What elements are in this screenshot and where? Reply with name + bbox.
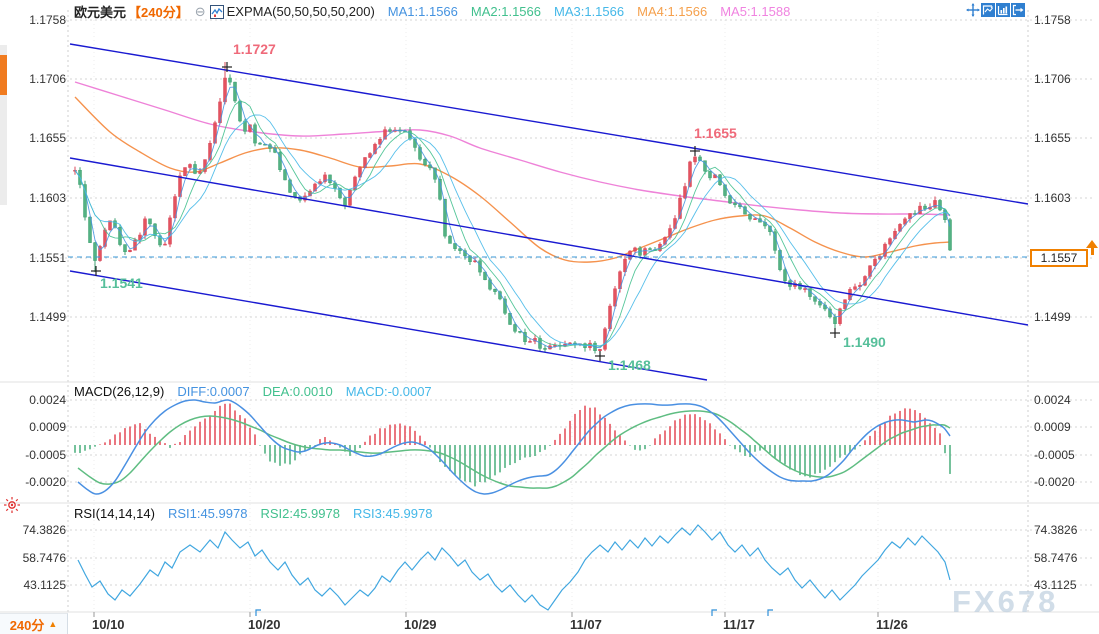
macd-tick-right-0: 0.0024 (1034, 393, 1071, 407)
hot-marker-icon[interactable] (3, 496, 21, 514)
ma3-label: MA3:1.1566 (554, 4, 625, 19)
macd-tick-right-2: -0.0005 (1034, 448, 1075, 462)
rsi-tick-right-0: 74.3826 (1034, 523, 1078, 537)
current-price-label: 1.1557 (1030, 249, 1088, 267)
price-tick-left-0: 1.1758 (29, 13, 66, 27)
price-tick-left-1: 1.1706 (29, 72, 66, 86)
chart-toolbar (966, 3, 1025, 17)
date-label-0: 10/10 (92, 617, 125, 632)
chart-header: 欧元美元 【240分】 ⊖ EXPMA(50,50,50,50,200) MA1… (74, 3, 791, 21)
date-label-2: 10/29 (404, 617, 437, 632)
price-tick-right-3: 1.1603 (1034, 191, 1071, 205)
date-label-3: 11/07 (570, 617, 602, 632)
macd-item-2: MACD:-0.0007 (345, 384, 432, 399)
macd-item-1: DEA:0.0010 (262, 384, 333, 399)
macd-tick-left-3: -0.0020 (25, 475, 66, 489)
zoom-range-icon[interactable] (981, 3, 995, 17)
macd-tick-right-1: 0.0009 (1034, 420, 1071, 434)
rsi-tick-right-1: 58.7476 (1034, 551, 1078, 565)
annotation-1.1490: 1.1490 (843, 334, 886, 350)
annotation-1.1727: 1.1727 (233, 41, 276, 57)
rsi-title: RSI(14,14,14) (74, 506, 155, 521)
symbol-title: 欧元美元 (74, 5, 127, 20)
macd-title: MACD(26,12,9) (74, 384, 165, 399)
rsi-tick-left-2: 43.1125 (23, 578, 67, 592)
macd-tick-left-0: 0.0024 (29, 393, 66, 407)
timeframe-arrow-icon: ▲ (48, 619, 58, 629)
macd-item-0: DIFF:0.0007 (177, 384, 250, 399)
current-price-value: 1.1557 (1040, 251, 1078, 265)
annotation-1.1541: 1.1541 (100, 275, 143, 291)
next-page-icon[interactable] (1011, 3, 1025, 17)
rsi-values: RSI1:45.9978 RSI2:45.9978 RSI3:45.9978 (155, 506, 433, 521)
price-tick-left-3: 1.1603 (29, 191, 66, 205)
rsi-tick-left-1: 58.7476 (22, 551, 66, 565)
rsi-tick-left-0: 74.3826 (22, 523, 66, 537)
timeframe-label: 240分 (9, 617, 45, 633)
price-up-arrow-icon (1086, 240, 1098, 248)
zoom-bars-icon[interactable] (996, 3, 1010, 17)
rsi-item-2: RSI3:45.9978 (352, 506, 433, 521)
ma5-label: MA5:1.1588 (720, 4, 791, 19)
price-tick-left-2: 1.1655 (29, 131, 66, 145)
collapse-icon[interactable]: ⊖ (194, 3, 206, 19)
rsi-item-0: RSI1:45.9978 (167, 506, 248, 521)
rsi-tick-right-2: 43.1125 (1034, 578, 1077, 592)
price-tick-right-5: 1.1499 (1034, 310, 1071, 324)
period-label[interactable]: 【240分】 (128, 5, 189, 20)
ma2-label: MA2:1.1566 (470, 4, 541, 19)
price-tick-right-1: 1.1706 (1034, 72, 1071, 86)
price-tick-right-2: 1.1655 (1034, 131, 1071, 145)
ma1-label: MA1:1.1566 (387, 4, 458, 19)
indicator-label: EXPMA(50,50,50,50,200) (226, 4, 375, 19)
timeframe-selector[interactable]: 240分 ▲ (0, 613, 68, 634)
macd-values: DIFF:0.0007 DEA:0.0010 MACD:-0.0007 (164, 384, 431, 399)
macd-header: MACD(26,12,9) DIFF:0.0007 DEA:0.0010 MACD:… (74, 384, 432, 399)
annotation-1.1468: 1.1468 (608, 357, 651, 373)
date-label-4: 11/17 (723, 617, 755, 632)
price-tick-left-4: 1.1551 (29, 251, 66, 265)
pan-crosshair-icon[interactable] (966, 3, 980, 17)
price-tick-right-0: 1.1758 (1034, 13, 1071, 27)
macd-tick-left-2: -0.0005 (25, 448, 66, 462)
date-label-1: 10/20 (248, 617, 281, 632)
watermark: FX678 (952, 584, 1059, 619)
rsi-header: RSI(14,14,14) RSI1:45.9978 RSI2:45.9978 RS… (74, 506, 432, 521)
macd-tick-right-3: -0.0020 (1034, 475, 1075, 489)
price-up-arrow-stem (1090, 248, 1094, 255)
price-tick-left-5: 1.1499 (29, 310, 66, 324)
date-label-5: 11/26 (876, 617, 908, 632)
annotation-1.1655: 1.1655 (694, 125, 737, 141)
left-scrollbar-thumb[interactable] (0, 55, 7, 95)
left-scrollbar-track (0, 45, 7, 205)
rsi-item-1: RSI2:45.9978 (260, 506, 340, 521)
ma4-label: MA4:1.1566 (637, 4, 708, 19)
chart-type-icon[interactable] (209, 4, 224, 19)
macd-tick-left-1: 0.0009 (29, 420, 66, 434)
ma-value-labels: MA1:1.1566 MA2:1.1566 MA3:1.1566 MA4:1.1566… (375, 4, 791, 19)
